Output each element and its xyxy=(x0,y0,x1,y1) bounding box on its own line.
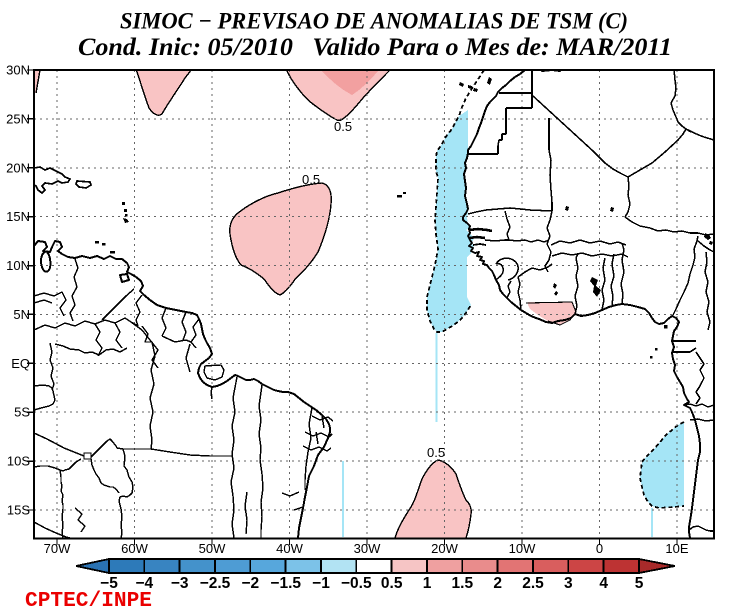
svg-text:−0.5: −0.5 xyxy=(341,575,372,592)
svg-text:30N: 30N xyxy=(6,63,30,78)
svg-text:2.5: 2.5 xyxy=(522,575,544,592)
svg-text:15S: 15S xyxy=(7,503,30,518)
svg-text:30W: 30W xyxy=(354,541,381,556)
svg-text:10N: 10N xyxy=(6,258,30,273)
svg-text:20W: 20W xyxy=(431,541,458,556)
svg-text:1.5: 1.5 xyxy=(452,575,474,592)
svg-text:SIMOC − PREVISAO DE ANOMALIAS: SIMOC − PREVISAO DE ANOMALIAS DE TSM (C) xyxy=(120,9,628,34)
svg-text:−2.5: −2.5 xyxy=(200,575,231,592)
svg-text:−5: −5 xyxy=(100,575,118,592)
svg-text:EQ: EQ xyxy=(11,356,30,371)
svg-text:−1.5: −1.5 xyxy=(270,575,301,592)
svg-text:15N: 15N xyxy=(6,209,30,224)
svg-text:10W: 10W xyxy=(509,541,536,556)
svg-text:10E: 10E xyxy=(665,541,688,556)
svg-text:5S: 5S xyxy=(14,405,30,420)
svg-text:25N: 25N xyxy=(6,111,30,126)
svg-text:0.5: 0.5 xyxy=(302,172,320,187)
svg-text:70W: 70W xyxy=(44,541,71,556)
svg-text:−4: −4 xyxy=(135,575,153,592)
svg-text:−1: −1 xyxy=(312,575,330,592)
svg-text:50W: 50W xyxy=(199,541,226,556)
svg-text:20N: 20N xyxy=(6,160,30,175)
svg-text:−3: −3 xyxy=(171,575,189,592)
svg-text:10S: 10S xyxy=(7,454,30,469)
svg-text:3: 3 xyxy=(564,575,573,592)
svg-text:2: 2 xyxy=(493,575,502,592)
svg-text:−2: −2 xyxy=(241,575,259,592)
svg-text:CPTEC/INPE: CPTEC/INPE xyxy=(25,590,152,610)
svg-text:0.5: 0.5 xyxy=(427,445,445,460)
svg-text:0: 0 xyxy=(596,541,603,556)
svg-text:1: 1 xyxy=(423,575,432,592)
svg-text:40W: 40W xyxy=(276,541,303,556)
svg-text:5N: 5N xyxy=(13,307,30,322)
svg-text:0.5: 0.5 xyxy=(381,575,403,592)
svg-text:60W: 60W xyxy=(121,541,148,556)
svg-text:Cond. Inic: 05/2010 Valido P: Cond. Inic: 05/2010 Valido Para o Mes de… xyxy=(78,34,672,61)
svg-text:4: 4 xyxy=(599,575,608,592)
svg-text:0.5: 0.5 xyxy=(334,119,352,134)
svg-text:5: 5 xyxy=(635,575,644,592)
